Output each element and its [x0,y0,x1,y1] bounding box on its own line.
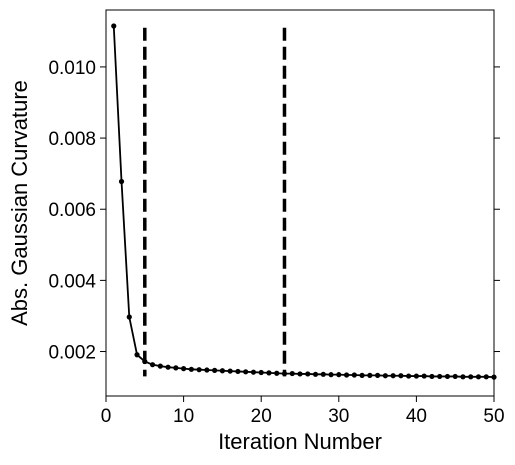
plot-frame [105,9,495,397]
data-point [243,369,249,375]
data-point [266,370,272,376]
data-point [406,373,412,379]
data-point [173,365,179,371]
data-point [367,372,373,378]
x-tick-label: 0 [101,406,112,427]
data-point [305,371,311,377]
data-point [336,372,342,378]
series-line-1 [112,25,495,379]
data-point [359,372,365,378]
x-axis-label: Iteration Number [218,429,382,454]
data-point [235,368,241,375]
data-point [134,352,140,358]
data-point [289,370,295,377]
data-point [398,373,404,379]
data-point [343,372,350,378]
data-point [328,372,334,378]
data-point [475,374,482,380]
data-point [274,370,280,376]
y-tick-label: 0.010 [48,58,96,79]
data-point [157,363,163,369]
x-tick-label: 20 [251,406,272,427]
data-point [142,358,148,365]
data-point [196,367,202,373]
data-point [219,368,225,374]
data-point [111,23,117,29]
data-point [212,367,218,373]
data-point [437,373,443,380]
x-tick-label: 30 [328,406,349,427]
data-point [165,364,171,370]
y-tick-label: 0.002 [48,343,96,364]
y-tick-label: 0.008 [48,129,96,150]
data-point [312,371,319,377]
data-point [460,374,466,380]
y-tick-label: 0.004 [48,271,96,292]
data-point [281,370,288,377]
y-tick-label: 0.006 [48,200,96,221]
data-point [390,373,396,379]
data-point [188,366,194,372]
data-point [258,369,264,376]
data-point [250,369,257,375]
data-point [118,178,125,185]
data-point [351,372,357,378]
data-point [468,374,474,380]
data-point [149,362,156,368]
data-point [375,372,381,378]
data-point [204,367,210,373]
x-tick-label: 10 [173,406,194,427]
data-point [444,373,451,380]
data-point [297,371,303,377]
data-point [452,373,458,380]
data-point [126,314,132,320]
data-point [413,373,419,379]
data-point [429,373,435,380]
x-tick-label: 50 [483,406,504,427]
x-tick-label: 40 [406,406,427,427]
y-axis-label: Abs. Gaussian Curvature [7,80,32,326]
data-point [382,373,388,379]
data-point [181,366,187,372]
data-point [483,374,489,380]
data-point [227,368,233,374]
data-point [320,371,326,377]
data-point [421,373,427,379]
